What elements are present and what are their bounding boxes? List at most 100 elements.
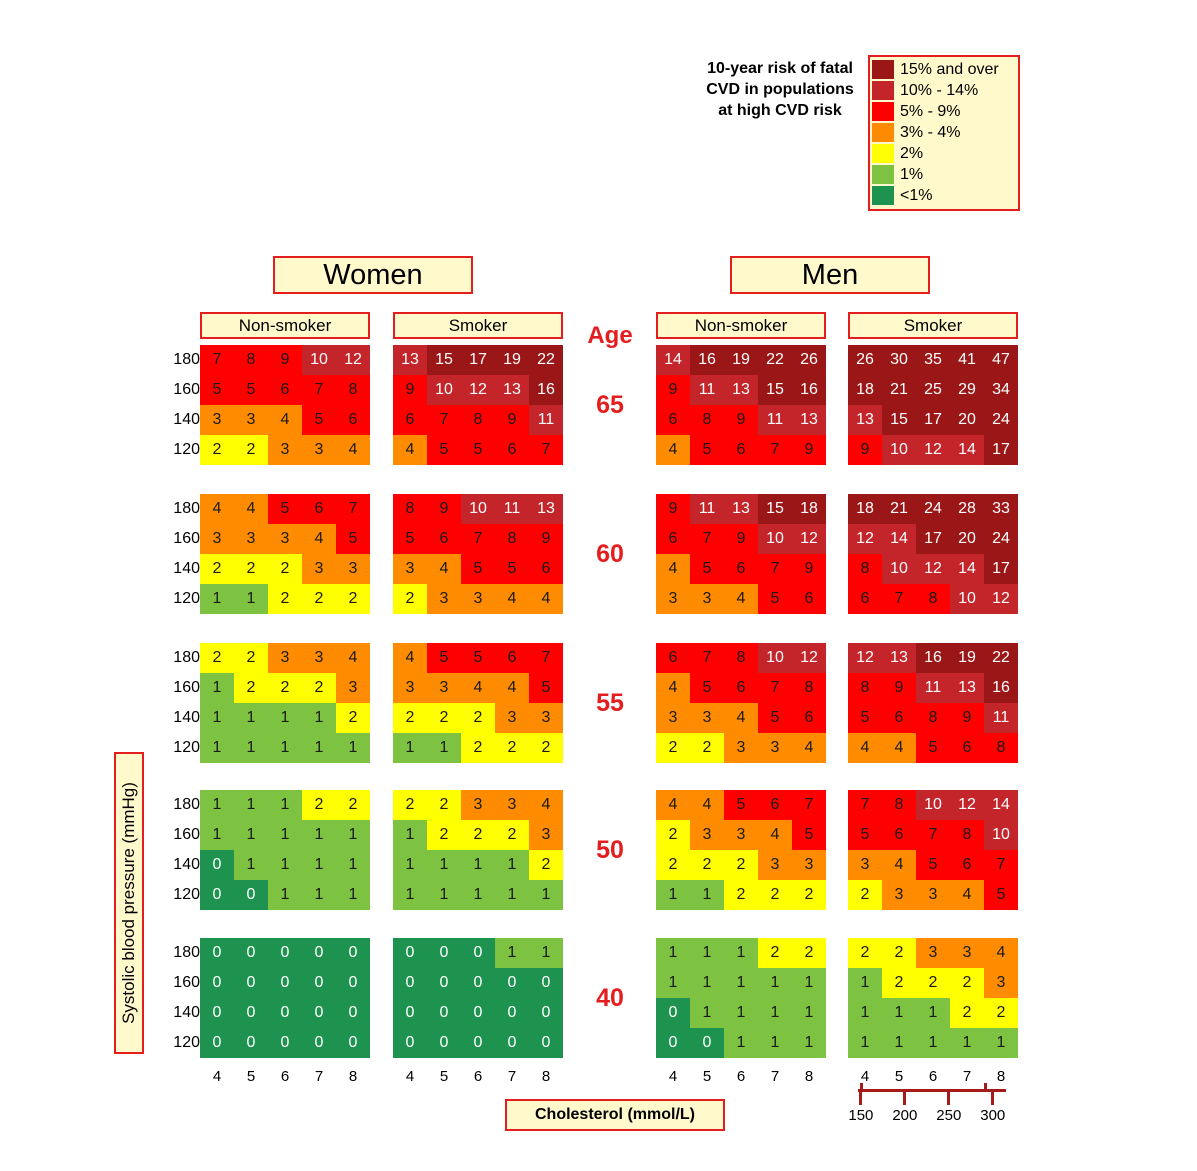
sbp-tick-label: 160 (173, 530, 200, 547)
risk-cell: 0 (234, 968, 268, 998)
risk-cell: 6 (268, 375, 302, 405)
mgdl-tick (947, 1091, 951, 1105)
risk-cell: 0 (495, 968, 529, 998)
risk-cell: 20 (950, 405, 984, 435)
risk-cell: 5 (792, 820, 826, 850)
risk-cell: 0 (529, 998, 563, 1028)
risk-cell: 5 (461, 435, 495, 465)
risk-cell: 1 (758, 998, 792, 1028)
risk-cell: 12 (916, 435, 950, 465)
risk-cell: 5 (690, 554, 724, 584)
risk-cell: 2 (724, 850, 758, 880)
risk-cell: 9 (848, 435, 882, 465)
risk-cell: 7 (461, 524, 495, 554)
risk-cell: 1 (724, 1028, 758, 1058)
risk-cell: 0 (302, 938, 336, 968)
sbp-tick-label: 180 (173, 351, 200, 368)
risk-cell: 0 (302, 998, 336, 1028)
risk-cell: 1 (336, 820, 370, 850)
risk-cell: 24 (984, 524, 1018, 554)
risk-cell: 8 (984, 733, 1018, 763)
risk-cell: 0 (200, 880, 234, 910)
risk-cell: 2 (495, 820, 529, 850)
cholesterol-tick-label: 5 (246, 1068, 256, 1085)
sbp-tick-label: 120 (173, 739, 200, 756)
risk-cell: 0 (656, 1028, 690, 1058)
risk-cell: 1 (848, 968, 882, 998)
risk-grid: 6 7 8 10 12 4 5 6 7 8 3 3 4 5 6 2 2 3 3 4 (656, 643, 826, 763)
risk-grid: 14 16 19 22 26 9 11 13 15 16 6 8 9 11 13 4 5 6 7 9 (656, 345, 826, 465)
risk-cell: 1 (690, 998, 724, 1028)
risk-cell: 7 (529, 643, 563, 673)
risk-cell: 3 (984, 968, 1018, 998)
risk-cell: 5 (758, 584, 792, 614)
risk-cell: 1 (427, 733, 461, 763)
risk-cell: 8 (848, 554, 882, 584)
risk-cell: 11 (690, 375, 724, 405)
risk-cell: 4 (393, 643, 427, 673)
risk-cell: 13 (882, 643, 916, 673)
risk-cell: 1 (393, 820, 427, 850)
risk-cell: 2 (792, 938, 826, 968)
risk-cell: 14 (950, 435, 984, 465)
risk-cell: 9 (529, 524, 563, 554)
risk-cell: 3 (234, 405, 268, 435)
risk-cell: 6 (950, 733, 984, 763)
risk-cell: 9 (950, 703, 984, 733)
risk-cell: 3 (268, 435, 302, 465)
risk-cell: 4 (529, 790, 563, 820)
risk-cell: 5 (984, 880, 1018, 910)
risk-grid: 13 15 17 19 22 9 10 12 13 16 6 7 8 9 11 4 5 5 6 7 (393, 345, 563, 465)
legend-swatch (872, 165, 894, 184)
risk-cell: 4 (882, 850, 916, 880)
risk-cell: 2 (529, 850, 563, 880)
risk-cell: 9 (268, 345, 302, 375)
risk-cell: 10 (758, 643, 792, 673)
risk-cell: 10 (916, 790, 950, 820)
risk-cell: 2 (758, 938, 792, 968)
risk-cell: 2 (200, 554, 234, 584)
legend-item: 10% - 14% (870, 80, 1018, 101)
risk-cell: 9 (656, 375, 690, 405)
risk-cell: 0 (427, 938, 461, 968)
age-label: 55 (596, 689, 624, 717)
risk-cell: 0 (336, 938, 370, 968)
risk-cell: 2 (268, 584, 302, 614)
risk-cell: 6 (529, 554, 563, 584)
risk-cell: 11 (495, 494, 529, 524)
legend-swatch (872, 186, 894, 205)
risk-cell: 10 (427, 375, 461, 405)
risk-cell: 3 (690, 584, 724, 614)
risk-cell: 11 (758, 405, 792, 435)
women-smoker-header: Smoker (393, 312, 563, 339)
risk-cell: 16 (690, 345, 724, 375)
risk-cell: 0 (461, 968, 495, 998)
risk-cell: 2 (200, 643, 234, 673)
risk-cell: 10 (758, 524, 792, 554)
risk-cell: 0 (393, 968, 427, 998)
cholesterol-tick-label: 6 (736, 1068, 746, 1085)
risk-cell: 3 (302, 435, 336, 465)
risk-cell: 12 (950, 790, 984, 820)
risk-cell: 5 (336, 524, 370, 554)
risk-cell: 3 (950, 938, 984, 968)
risk-cell: 5 (427, 643, 461, 673)
risk-cell: 0 (200, 998, 234, 1028)
risk-cell: 8 (882, 790, 916, 820)
risk-cell: 4 (792, 733, 826, 763)
risk-cell: 12 (984, 584, 1018, 614)
risk-cell: 33 (984, 494, 1018, 524)
risk-cell: 2 (690, 733, 724, 763)
risk-cell: 2 (302, 790, 336, 820)
risk-cell: 0 (495, 1028, 529, 1058)
risk-cell: 8 (495, 524, 529, 554)
risk-cell: 1 (690, 968, 724, 998)
risk-cell: 2 (848, 938, 882, 968)
risk-cell: 1 (724, 968, 758, 998)
risk-cell: 2 (393, 584, 427, 614)
risk-cell: 4 (656, 673, 690, 703)
risk-cell: 5 (302, 405, 336, 435)
risk-cell: 4 (200, 494, 234, 524)
